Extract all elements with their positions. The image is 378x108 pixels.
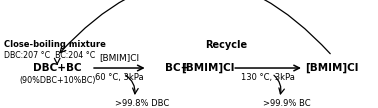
- Text: >99.9% BC: >99.9% BC: [263, 99, 311, 108]
- Text: [BMIM]Cl: [BMIM]Cl: [181, 63, 235, 73]
- Text: 60 °C, 3kPa: 60 °C, 3kPa: [95, 73, 144, 82]
- Text: Close-boiling mixture: Close-boiling mixture: [5, 40, 106, 49]
- Text: (90%DBC+10%BC): (90%DBC+10%BC): [19, 76, 95, 85]
- Text: Recycle: Recycle: [206, 40, 248, 50]
- Text: DBC+BC: DBC+BC: [33, 63, 82, 73]
- Text: >99.8% DBC: >99.8% DBC: [115, 99, 169, 108]
- Text: 130 °C, 3kPa: 130 °C, 3kPa: [241, 73, 295, 82]
- Text: [BMIM]Cl: [BMIM]Cl: [99, 53, 139, 62]
- Text: [BMIM]Cl: [BMIM]Cl: [305, 63, 359, 73]
- Text: DBC:207 °C  BC:204 °C: DBC:207 °C BC:204 °C: [5, 51, 96, 60]
- Text: BC+: BC+: [164, 63, 189, 73]
